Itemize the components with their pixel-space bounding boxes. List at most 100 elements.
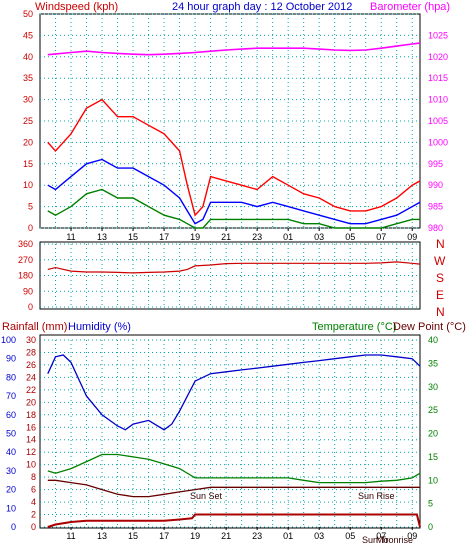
rain-tick-label: 24 bbox=[26, 372, 36, 382]
x-tick-label: 09 bbox=[407, 531, 417, 541]
x-tick-label: 13 bbox=[97, 232, 107, 242]
baro-tick-label: 985 bbox=[428, 202, 443, 212]
temp-tick-label: 20 bbox=[428, 429, 438, 439]
wind-tick-label: 40 bbox=[23, 52, 33, 62]
humidity-tick-label: 0 bbox=[11, 522, 16, 532]
humidity-tick-label: 90 bbox=[6, 354, 16, 364]
dewpoint-axis-title: Dew Point (°C) bbox=[393, 321, 466, 333]
x-tick-label: 01 bbox=[283, 531, 293, 541]
x-tick-label: 03 bbox=[314, 232, 324, 242]
series-gust-line bbox=[47, 98, 421, 217]
baro-tick-label: 1005 bbox=[428, 116, 448, 126]
dir-label-e: E bbox=[436, 288, 444, 302]
rainfall-axis-title: Rainfall (mm) bbox=[2, 321, 67, 333]
humidity-tick-label: 50 bbox=[6, 429, 16, 439]
wind-tick-label: 35 bbox=[23, 73, 33, 83]
dir-label-w: W bbox=[434, 254, 446, 268]
rain-tick-label: 16 bbox=[26, 422, 36, 432]
wind-tick-label: 20 bbox=[23, 137, 33, 147]
baro-tick-label: 1020 bbox=[428, 52, 448, 62]
temperature-grid bbox=[40, 339, 420, 528]
direction-series bbox=[47, 261, 421, 274]
direction-tick-label: 0 bbox=[28, 302, 33, 312]
dir-label-s: S bbox=[436, 271, 444, 285]
temp-tick-label: 5 bbox=[428, 499, 433, 509]
x-tick-label: 09 bbox=[407, 232, 417, 242]
x-tick-label: 05 bbox=[345, 531, 355, 541]
x-tick-label: 13 bbox=[97, 531, 107, 541]
barometer-axis-title: Barometer (hpa) bbox=[370, 1, 450, 13]
x-tick-label: 05 bbox=[345, 232, 355, 242]
direction-tick-label: 90 bbox=[23, 286, 33, 296]
temp-tick-label: 40 bbox=[428, 335, 438, 345]
rain-tick-label: 22 bbox=[26, 385, 36, 395]
x-tick-label: 15 bbox=[128, 232, 138, 242]
wind-tick-label: 25 bbox=[23, 116, 33, 126]
temperature-series bbox=[47, 354, 421, 528]
series-dew-point-line bbox=[47, 479, 420, 498]
rain-tick-label: 10 bbox=[26, 460, 36, 470]
x-tick-label: 17 bbox=[159, 232, 169, 242]
x-tick-label: 23 bbox=[252, 531, 262, 541]
temp-tick-label: 35 bbox=[428, 358, 438, 368]
x-tick-label: 23 bbox=[252, 232, 262, 242]
temperature-axis-title: Temperature (°C) bbox=[312, 321, 396, 333]
humidity-tick-label: 10 bbox=[6, 503, 16, 513]
x-tick-label: 21 bbox=[221, 531, 231, 541]
humidity-tick-label: 30 bbox=[6, 466, 16, 476]
direction-tick-labels: 0 90 180 270 360 bbox=[18, 239, 33, 312]
baro-tick-label: 995 bbox=[428, 159, 443, 169]
wind-tick-label: 30 bbox=[23, 95, 33, 105]
series-wind-direction-line bbox=[47, 261, 421, 274]
baro-tick-label: 1025 bbox=[428, 30, 448, 40]
dir-label-n-bottom: N bbox=[436, 305, 445, 319]
wind-tick-labels: 0510152025303540455098098599099510001005… bbox=[23, 9, 448, 242]
rain-tick-label: 2 bbox=[31, 510, 36, 520]
direction-tick-label: 270 bbox=[18, 255, 33, 265]
sunset-label: Sun Set bbox=[190, 491, 223, 501]
temp-tick-label: 0 bbox=[428, 522, 433, 532]
temperature-panel-frame bbox=[39, 334, 421, 529]
x-tick-label: 21 bbox=[221, 232, 231, 242]
wind-tick-label: 45 bbox=[23, 30, 33, 40]
temp-tick-label: 10 bbox=[428, 475, 438, 485]
wind-tick-label: 5 bbox=[28, 202, 33, 212]
x-tick-label: 07 bbox=[376, 232, 386, 242]
temperature-tick-labels: 0102030405060708090100024681012141618202… bbox=[1, 335, 438, 541]
rain-tick-label: 28 bbox=[26, 347, 36, 357]
x-tick-label: 03 bbox=[314, 531, 324, 541]
temp-tick-label: 15 bbox=[428, 452, 438, 462]
baro-tick-label: 1015 bbox=[428, 73, 448, 83]
rain-tick-label: 12 bbox=[26, 447, 36, 457]
wind-series bbox=[47, 42, 421, 229]
x-tick-label: 19 bbox=[190, 232, 200, 242]
direction-tick-label: 180 bbox=[18, 271, 33, 281]
dir-label-n-top: N bbox=[436, 237, 445, 251]
wind-tick-label: 0 bbox=[28, 223, 33, 233]
baro-tick-label: 1000 bbox=[428, 137, 448, 147]
rain-tick-label: 26 bbox=[26, 360, 36, 370]
humidity-tick-label: 80 bbox=[6, 372, 16, 382]
wind-tick-label: 15 bbox=[23, 159, 33, 169]
series-barometer-line bbox=[47, 42, 421, 56]
series-minimum-line bbox=[47, 188, 420, 229]
rain-tick-label: 6 bbox=[31, 485, 36, 495]
x-tick-label: 15 bbox=[128, 531, 138, 541]
rain-tick-label: 20 bbox=[26, 397, 36, 407]
direction-grid bbox=[40, 243, 420, 309]
x-tick-label: 01 bbox=[283, 232, 293, 242]
wind-tick-label: 10 bbox=[23, 180, 33, 190]
wind-grid bbox=[40, 13, 420, 229]
chart-title: 24 hour graph day : 12 October 2012 bbox=[172, 1, 352, 13]
wind-axis-title: Windspeed (kph) bbox=[35, 1, 118, 13]
humidity-axis-title: Humidity (%) bbox=[68, 321, 131, 333]
series-rainfall-line bbox=[47, 513, 421, 528]
wind-tick-label: 50 bbox=[23, 9, 33, 19]
series-humidity-line bbox=[47, 354, 421, 431]
series-temperature-line bbox=[47, 453, 421, 484]
rain-tick-label: 14 bbox=[26, 435, 36, 445]
x-tick-label: 19 bbox=[190, 531, 200, 541]
x-tick-label: 11 bbox=[66, 531, 75, 541]
rain-tick-label: 18 bbox=[26, 410, 36, 420]
